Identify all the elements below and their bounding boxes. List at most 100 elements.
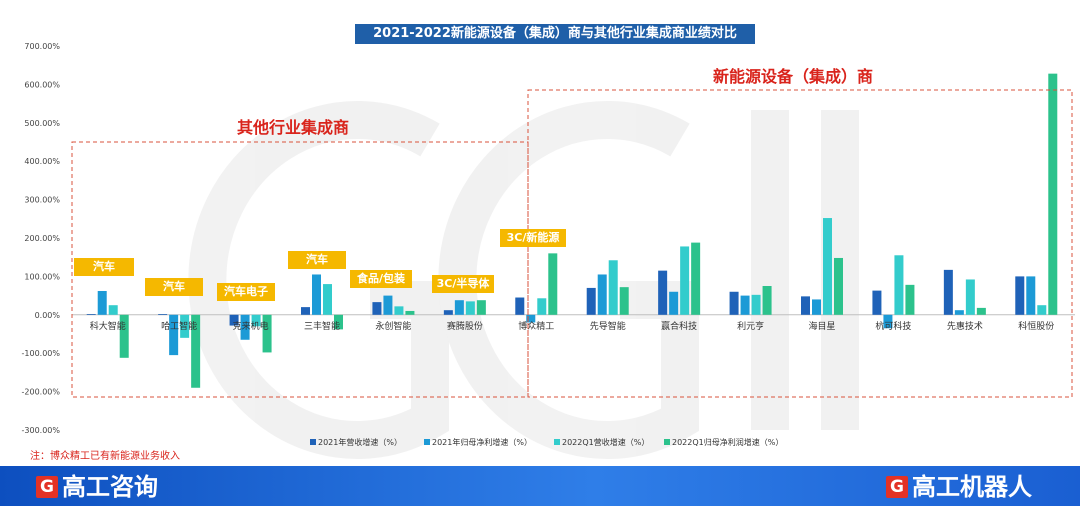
bar [812,299,821,315]
legend-label: 2022Q1营收增速（%） [562,437,649,447]
chart-title: 2021-2022新能源设备（集成）商与其他行业集成商业绩对比 [355,24,755,44]
x-tick-label: 博众精工 [518,320,554,332]
bar [976,307,986,315]
other-integrators-label: 其他行业集成商 [237,118,350,137]
y-tick-label: 0.00% [35,311,61,320]
y-tick-label: -200.00% [22,388,61,397]
x-tick-label: 科恒股份 [1018,320,1054,332]
legend-label: 2022Q1归母净利润增速（%） [672,437,783,447]
x-tick-label: 哈工智能 [161,320,197,332]
bar [608,260,618,315]
bar [443,310,453,315]
bar [454,300,464,315]
bar [262,314,272,353]
y-tick-label: -300.00% [22,426,61,435]
bar [762,286,772,315]
bar [872,290,882,315]
bar [597,274,607,315]
legend-label: 2021年归母净利增速（%） [432,437,532,447]
bar [465,301,475,315]
bar [548,253,558,315]
gg-watermark [188,101,859,459]
industry-tag: 3C/半导体 [432,275,494,293]
bar [229,314,239,326]
bar [691,242,701,315]
footer-banner: G 高工咨询 G 高工机器人 [0,466,1080,506]
bar [669,291,679,315]
right-brand: G 高工机器人 [886,472,1032,501]
y-tick-label: 700.00% [24,42,60,51]
bar [526,314,536,323]
bar [119,314,129,358]
bar [158,314,168,315]
x-tick-label: 三丰智能 [304,320,340,332]
y-tick-label: 300.00% [24,196,60,205]
bar [405,310,415,315]
bar [169,314,179,356]
bar [801,296,810,315]
x-tick-label: 先导智能 [590,320,626,332]
bar [883,314,893,329]
bar [476,300,486,315]
x-tick-label: 克来机电 [233,320,269,332]
x-tick-label: 海目星 [808,320,835,332]
bar [751,294,761,315]
bar [383,295,393,315]
industry-tag: 汽车 [145,278,203,296]
bar [943,269,953,315]
bar [1026,276,1036,315]
bar [515,297,525,315]
new-energy-label: 新能源设备（集成）商 [713,67,874,86]
bar [394,306,404,315]
industry-tag: 汽车电子 [217,283,275,301]
left-brand-text: 高工咨询 [62,473,158,501]
right-brand-text: 高工机器人 [912,473,1032,501]
bar [619,287,629,315]
bar [965,279,975,315]
industry-tag: 汽车 [288,251,346,269]
x-tick-label: 永创智能 [375,320,411,332]
bar [372,302,382,315]
bar [954,310,964,315]
bar [191,314,201,388]
brand-logo-icon: G [36,476,58,498]
x-tick-label: 科大智能 [90,320,126,332]
legend-swatch [554,439,560,445]
industry-tag: 3C/新能源 [500,229,566,247]
y-tick-label: 100.00% [24,272,60,281]
y-tick-label: 400.00% [24,157,60,166]
bar [334,314,343,330]
bar [1048,73,1058,315]
bar [323,284,332,315]
bar [180,314,190,338]
bar [834,257,843,315]
y-tick-label: 500.00% [24,119,60,128]
bar [586,287,596,315]
x-tick-label: 赢合科技 [661,320,697,332]
bar [823,218,832,315]
bar [108,305,118,315]
bar [97,290,107,315]
y-tick-label: 200.00% [24,234,60,243]
industry-tag: 汽车 [74,258,134,276]
bar [240,314,250,340]
x-tick-label: 杭可科技 [875,320,911,332]
x-tick-label: 赛腾股份 [447,320,483,332]
legend-swatch [310,439,316,445]
legend-swatch [664,439,670,445]
legend-swatch [424,439,430,445]
brand-logo-icon: G [886,476,908,498]
y-tick-label: 600.00% [24,80,60,89]
bar [905,284,915,315]
x-tick-label: 先惠技术 [947,320,983,332]
x-tick-label: 利元亨 [737,320,764,332]
left-brand: G 高工咨询 [36,472,158,501]
bar [658,270,668,315]
bar [894,255,904,315]
bar [729,291,739,315]
bar [312,274,321,315]
legend-label: 2021年营收增速（%） [318,437,402,447]
bar [680,246,690,315]
bar [301,307,310,315]
